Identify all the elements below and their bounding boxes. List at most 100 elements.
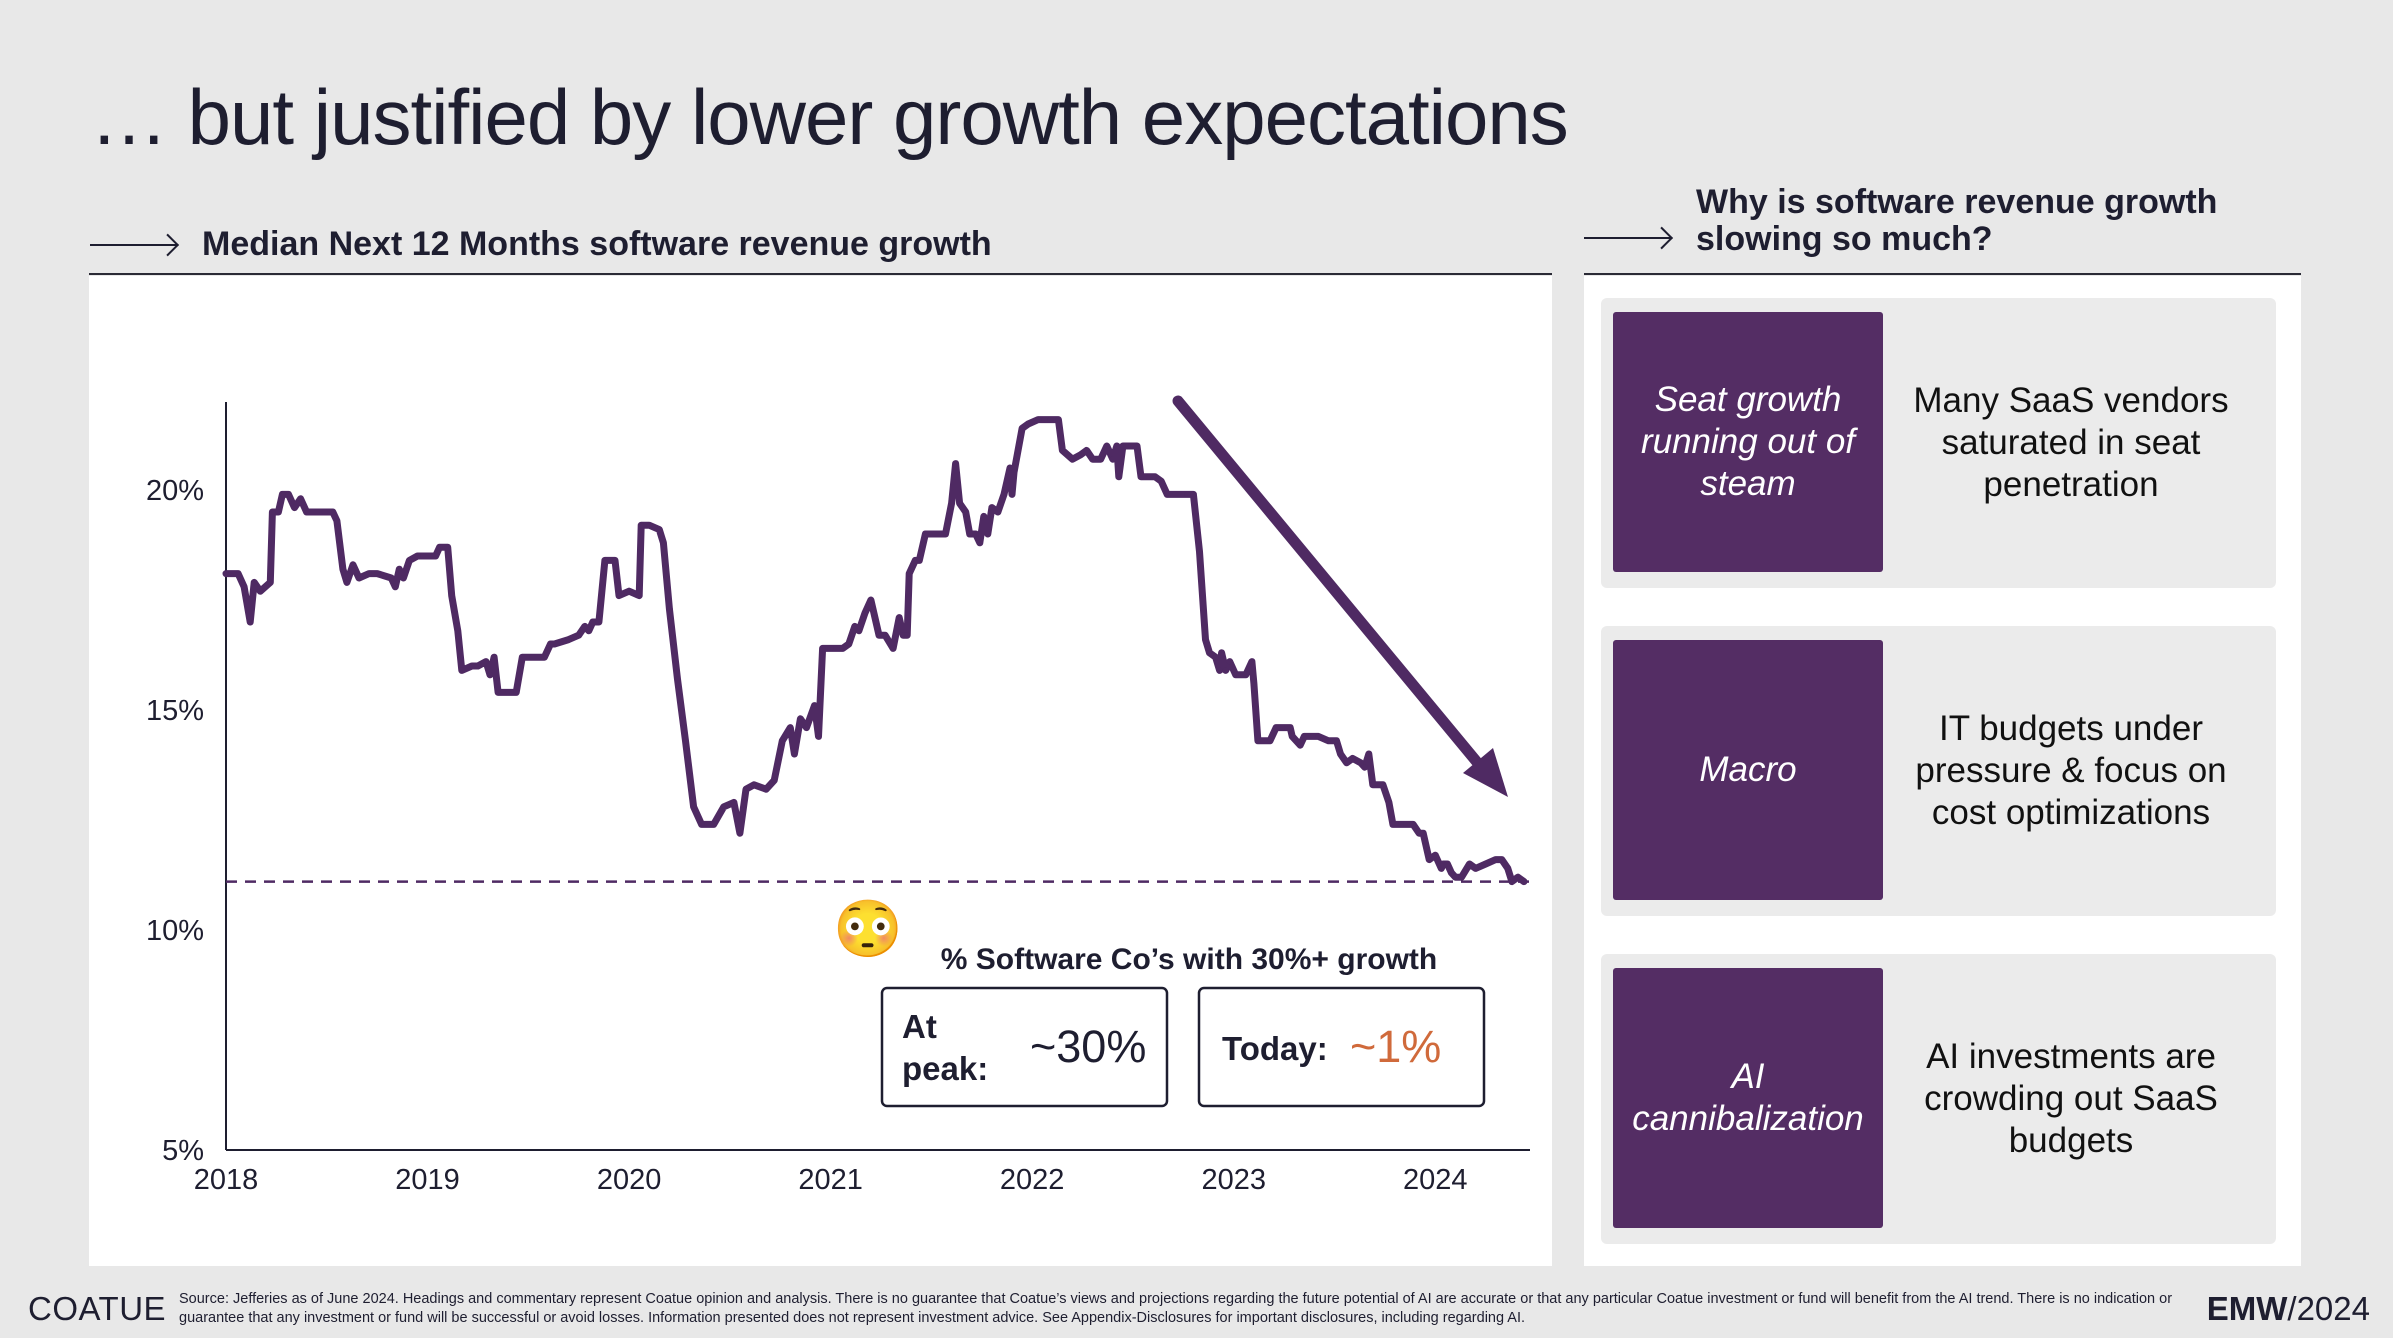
x-tick-label: 2024 <box>1403 1164 1468 1196</box>
data-point <box>1369 781 1376 788</box>
event-logo: EMW/2024 <box>2207 1290 2370 1328</box>
data-point <box>1138 473 1144 480</box>
data-point <box>720 803 727 810</box>
data-point <box>505 689 512 696</box>
left-section-header: Median Next 12 Months software revenue g… <box>90 226 992 263</box>
data-point <box>1172 491 1179 498</box>
data-point <box>313 509 320 515</box>
data-point <box>1325 737 1332 744</box>
data-point <box>1452 874 1459 881</box>
data-point <box>1297 742 1304 749</box>
data-point <box>1440 861 1447 867</box>
data-point <box>392 583 399 590</box>
data-point <box>595 619 602 625</box>
data-point <box>994 509 1001 515</box>
data-point <box>1164 491 1171 498</box>
reason-description: AI investments are crowding out SaaS bud… <box>1924 1037 2218 1160</box>
data-point <box>1514 874 1521 881</box>
y-axis: 5% 10% 15% 20% <box>146 402 227 1167</box>
data-point <box>815 733 822 740</box>
data-point <box>1444 861 1451 867</box>
data-point <box>458 667 465 674</box>
data-point <box>1196 548 1203 555</box>
data-point <box>952 460 959 467</box>
data-point <box>448 592 455 599</box>
data-point <box>1009 491 1015 498</box>
data-point <box>1218 649 1225 656</box>
event-name: EMW <box>2206 1290 2288 1327</box>
data-point <box>275 509 282 515</box>
data-point <box>972 531 979 537</box>
reason-card: AI cannibalization AI investments are cr… <box>1601 954 2276 1244</box>
data-point <box>771 777 778 784</box>
data-point <box>819 645 826 652</box>
data-point <box>803 724 810 731</box>
arrow-right-icon <box>1584 237 1672 239</box>
data-point <box>638 522 645 529</box>
left-divider <box>89 273 1552 275</box>
data-point <box>1146 473 1153 480</box>
data-point <box>867 597 874 603</box>
data-point <box>388 575 395 581</box>
data-point <box>1019 425 1026 432</box>
data-point <box>1333 737 1340 744</box>
data-point <box>1097 456 1104 463</box>
data-point <box>1504 865 1511 872</box>
data-point <box>1047 416 1054 423</box>
flushed-face-icon: 😳 <box>833 897 903 960</box>
data-point <box>513 689 520 696</box>
data-point <box>1242 671 1249 678</box>
data-point <box>791 751 798 757</box>
arrow-right-icon <box>90 243 178 246</box>
data-point <box>1127 443 1134 449</box>
data-point <box>1343 759 1350 766</box>
right-section-title: Why is software revenue growth slowing s… <box>1696 183 2218 258</box>
data-point <box>356 575 362 581</box>
x-tick-label: 2022 <box>1000 1164 1065 1196</box>
data-point <box>575 632 582 639</box>
data-point <box>285 491 292 498</box>
data-point <box>1055 416 1062 423</box>
left-section-title: Median Next 12 Months software revenue g… <box>202 225 992 263</box>
data-point <box>339 566 346 573</box>
peak-label-line2: peak: <box>902 1050 988 1087</box>
data-point <box>1083 447 1090 454</box>
y-tick-label: 15% <box>146 695 204 727</box>
data-point <box>483 658 489 665</box>
data-point <box>1007 465 1013 471</box>
data-point <box>1420 830 1427 837</box>
trend-arrow <box>1172 395 1508 797</box>
data-point <box>551 641 558 647</box>
data-point <box>396 566 403 573</box>
data-point <box>876 632 882 639</box>
data-point <box>454 627 461 634</box>
data-point <box>763 786 770 793</box>
data-point <box>343 579 350 586</box>
data-point <box>269 509 276 515</box>
data-point <box>1482 861 1489 867</box>
data-point <box>1357 759 1364 766</box>
today-label: Today: <box>1222 1030 1328 1067</box>
reason-description: Many SaaS vendors saturated in seat pene… <box>1913 381 2229 504</box>
data-point <box>1190 491 1197 498</box>
data-point <box>1379 781 1386 788</box>
data-point <box>565 636 572 643</box>
data-point <box>1152 473 1159 480</box>
data-point <box>1448 869 1455 876</box>
data-point <box>1287 724 1294 731</box>
data-point <box>1498 856 1505 863</box>
data-point <box>519 654 526 661</box>
data-point <box>1279 724 1286 731</box>
reason-description: IT budgets under pressure & focus on cos… <box>1915 709 2227 832</box>
data-point <box>444 544 451 551</box>
data-point <box>779 737 786 744</box>
data-point <box>279 491 286 498</box>
data-point <box>1109 456 1116 463</box>
peak-stat-box <box>880 986 1169 1108</box>
data-point <box>787 724 794 731</box>
data-point <box>916 557 923 564</box>
peak-value: ~30% <box>1030 1021 1146 1072</box>
data-point <box>988 504 995 511</box>
data-point <box>235 570 242 577</box>
data-point <box>906 570 913 577</box>
